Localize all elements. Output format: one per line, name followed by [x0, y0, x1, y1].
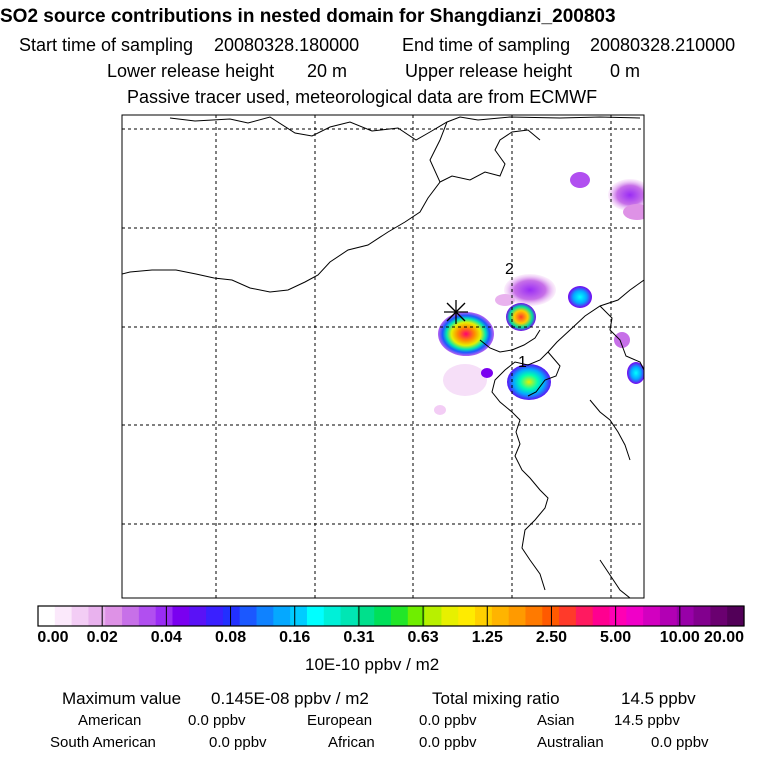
colorbar-tick-label: 0.00 — [37, 629, 69, 646]
map-frame — [121, 114, 645, 599]
colorbar-tick-label: 0.16 — [279, 629, 311, 646]
end-time-label: End time of sampling — [402, 35, 571, 55]
region-south-american-label: South American — [50, 734, 156, 751]
coastline-borders — [122, 116, 644, 598]
upper-height-label: Upper release height — [405, 61, 573, 81]
region-european-value: 0.0 ppbv — [419, 712, 477, 729]
total-mixing-value: 14.5 ppbv — [621, 689, 696, 708]
end-time-value: 20080328.210000 — [590, 35, 736, 55]
region-european-label: European — [307, 712, 373, 729]
colorbar-unit: 10E-10 ppbv / m2 — [305, 655, 440, 674]
start-time-value: 20080328.180000 — [214, 35, 360, 55]
colorbar-tick-label: 10.00 — [659, 629, 700, 646]
region-african-value: 0.0 ppbv — [419, 734, 477, 751]
upper-height-value: 0 m — [610, 61, 641, 81]
region-australian-label: Australian — [537, 734, 604, 751]
total-mixing-label: Total mixing ratio — [432, 689, 560, 708]
colorbar-tick-label: 0.04 — [150, 629, 182, 646]
receptor-marker — [444, 300, 468, 324]
lower-height-value: 20 m — [307, 61, 348, 81]
region-african-label: African — [328, 734, 375, 751]
colorbar-tick-label: 0.08 — [214, 629, 247, 646]
colorbar-tick-label: 0.31 — [343, 629, 375, 646]
colorbar-tick-label: 0.02 — [86, 629, 118, 646]
colorbar-tick-label: 2.50 — [535, 629, 568, 646]
tracer-note: Passive tracer used, meteorological data… — [127, 87, 598, 107]
concentration-field — [434, 172, 644, 415]
plot-title: SO2 source contributions in nested domai… — [0, 6, 616, 27]
max-value: 0.145E-08 ppbv / m2 — [211, 689, 369, 708]
region-american-label: American — [78, 712, 142, 729]
colorbar-tick-label: 1.25 — [471, 629, 503, 646]
start-time-label: Start time of sampling — [19, 35, 194, 55]
site-label-2: 2 — [505, 261, 514, 278]
region-australian-value: 0.0 ppbv — [651, 734, 709, 751]
lat-lon-grid — [122, 115, 644, 598]
map-panel: 2 1 — [121, 114, 645, 599]
region-south-american-value: 0.0 ppbv — [209, 734, 267, 751]
site-label-1: 1 — [518, 354, 527, 371]
colorbar-tick-label: 20.00 — [703, 629, 745, 646]
region-american-value: 0.0 ppbv — [188, 712, 246, 729]
region-asian-label: Asian — [537, 712, 575, 729]
region-asian-value: 14.5 ppbv — [614, 712, 680, 729]
max-value-label: Maximum value — [62, 689, 182, 708]
lower-height-label: Lower release height — [107, 61, 275, 81]
colorbar-tick-label: 5.00 — [600, 629, 632, 646]
colorbar-tick-label: 0.63 — [407, 629, 439, 646]
